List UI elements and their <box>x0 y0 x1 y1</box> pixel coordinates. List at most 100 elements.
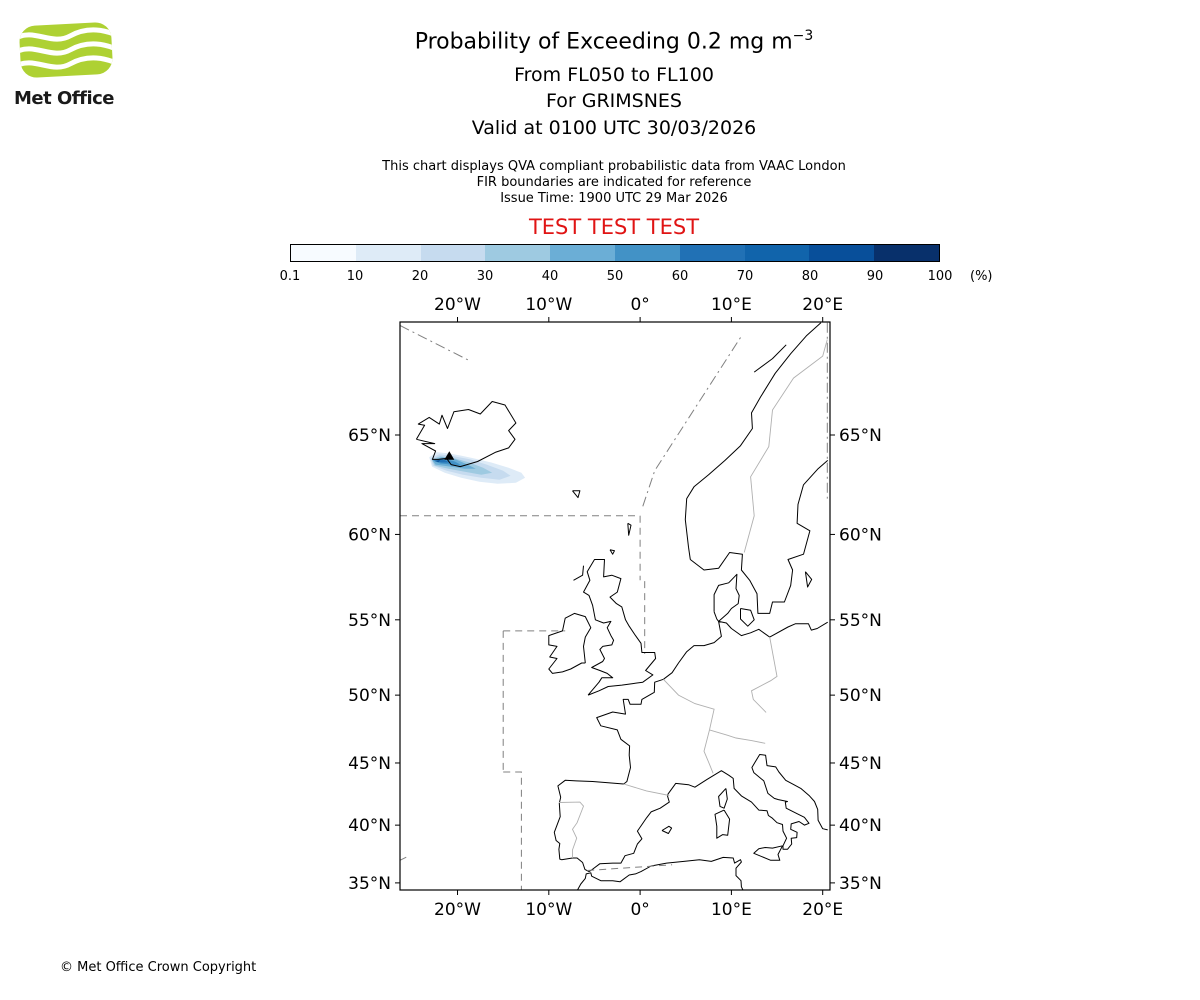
met-office-logo: Met Office <box>14 20 134 109</box>
country-border <box>709 729 766 744</box>
met-office-logo-text: Met Office <box>14 88 115 109</box>
x-axis-label-top: 0° <box>630 295 649 315</box>
volcano-marker <box>444 451 455 460</box>
volcano-subtitle: For GRIMSNES <box>546 90 682 112</box>
probability-map: 20°W 20°W 10°W 10°W 0° 0° 10°E 10°E 20°E 20°E 65°N… <box>348 295 882 920</box>
y-axis-label-left: 65°N <box>348 426 391 446</box>
y-axis-label-left: 60°N <box>348 525 391 545</box>
colorbar-tick-label: 50 <box>606 269 624 284</box>
colorbar-tick-label: 70 <box>736 269 754 284</box>
fir-boundary <box>587 864 673 871</box>
x-axis-label-bottom: 20°E <box>802 900 843 920</box>
fir-boundary <box>400 855 410 861</box>
y-axis-label-right: 40°N <box>839 816 882 836</box>
map-border <box>399 321 831 891</box>
x-axis-label-bottom: 10°E <box>711 900 752 920</box>
coastline <box>804 571 813 588</box>
colorbar-segment <box>744 245 810 261</box>
y-axis-label-right: 65°N <box>839 426 882 446</box>
y-axis-label-left: 45°N <box>348 754 391 774</box>
coastline <box>576 856 744 890</box>
chart-title-text: Probability of Exceeding 0.2 mg m <box>414 29 793 55</box>
coastline <box>583 559 657 696</box>
coastline <box>753 845 783 861</box>
country-border <box>663 678 715 730</box>
chart-title-exponent: −3 <box>792 28 814 44</box>
qva-note: This chart displays QVA compliant probab… <box>382 159 846 174</box>
colorbar-tick-label: 10 <box>346 269 364 284</box>
test-banner: TEST TEST TEST <box>528 215 700 239</box>
y-axis-label-left: 40°N <box>348 816 391 836</box>
colorbar-tick-label: 100 <box>927 269 953 284</box>
y-axis-label-left: 55°N <box>348 611 391 631</box>
y-axis-label-right: 50°N <box>839 686 882 706</box>
colorbar-segment <box>420 245 486 261</box>
coastline <box>548 612 592 674</box>
colorbar-segment <box>874 245 939 261</box>
coastline <box>689 460 829 614</box>
fir-note: FIR boundaries are indicated for referen… <box>476 175 752 190</box>
copyright-text: © Met Office Crown Copyright <box>60 960 257 975</box>
y-axis-label-right: 55°N <box>839 611 882 631</box>
fir-boundary <box>503 771 522 890</box>
coastline <box>415 401 517 468</box>
coastline <box>684 322 822 560</box>
issue-time-note: Issue Time: 1900 UTC 29 Mar 2026 <box>500 191 728 206</box>
map-geography <box>400 322 829 890</box>
colorbar-tick-label: 90 <box>866 269 884 284</box>
y-axis-label-right: 45°N <box>839 754 882 774</box>
coastline <box>661 825 673 834</box>
y-axis-label-right: 60°N <box>839 525 882 545</box>
colorbar-tick-labels: 0.1 10 20 30 40 50 60 70 80 90 100 <box>280 269 953 285</box>
x-axis-label-bottom: 0° <box>630 900 649 920</box>
x-axis-label-bottom: 10°W <box>525 900 572 920</box>
colorbar-tick-label: 20 <box>411 269 429 284</box>
country-border <box>623 783 670 796</box>
colorbar-tick-label: 30 <box>476 269 494 284</box>
colorbar-tick-label: 0.1 <box>279 269 301 284</box>
colorbar-segment <box>291 245 356 261</box>
colorbar <box>290 244 940 262</box>
colorbar-tick-label: 60 <box>671 269 689 284</box>
coastline <box>572 490 581 499</box>
colorbar-segment <box>614 245 680 261</box>
x-axis-label-bottom: 20°W <box>434 900 481 920</box>
x-axis-label-top: 20°E <box>802 295 843 315</box>
colorbar-unit-label: (%) <box>970 269 993 284</box>
country-border <box>743 339 828 553</box>
country-border <box>750 637 778 713</box>
y-axis-label-left: 35°N <box>348 874 391 894</box>
coastline <box>553 620 828 873</box>
colorbar-segment <box>550 245 615 261</box>
country-border <box>558 801 585 858</box>
valid-time-subtitle: Valid at 0100 UTC 30/03/2026 <box>471 117 757 139</box>
x-axis-label-top: 10°W <box>525 295 572 315</box>
y-axis-label-left: 50°N <box>348 686 391 706</box>
coastline <box>740 608 755 627</box>
ash-probability-contour-60 <box>433 459 451 463</box>
ash-probability-contour-80 <box>434 460 441 463</box>
country-border <box>703 729 714 774</box>
colorbar-segment <box>809 245 875 261</box>
coastline <box>714 809 731 839</box>
coastline <box>713 573 740 622</box>
chart-title: Probability of Exceeding 0.2 mg m−3 <box>14 28 1200 54</box>
colorbar-tick-label: 40 <box>541 269 559 284</box>
colorbar-segment <box>485 245 551 261</box>
coastline <box>718 788 728 809</box>
y-axis-label-right: 35°N <box>839 874 882 894</box>
x-axis-label-top: 20°W <box>434 295 481 315</box>
colorbar-tick-label: 80 <box>801 269 819 284</box>
coastline <box>573 565 584 581</box>
coastline <box>609 549 615 555</box>
coastline <box>627 522 632 536</box>
x-axis-label-top: 10°E <box>711 295 752 315</box>
met-office-swoosh-icon <box>18 22 114 78</box>
fir-boundary <box>400 325 471 362</box>
colorbar-segment <box>355 245 421 261</box>
fir-boundary <box>642 334 743 507</box>
flight-level-subtitle: From FL050 to FL100 <box>514 64 714 86</box>
coastline <box>753 344 787 373</box>
colorbar-segment <box>679 245 745 261</box>
